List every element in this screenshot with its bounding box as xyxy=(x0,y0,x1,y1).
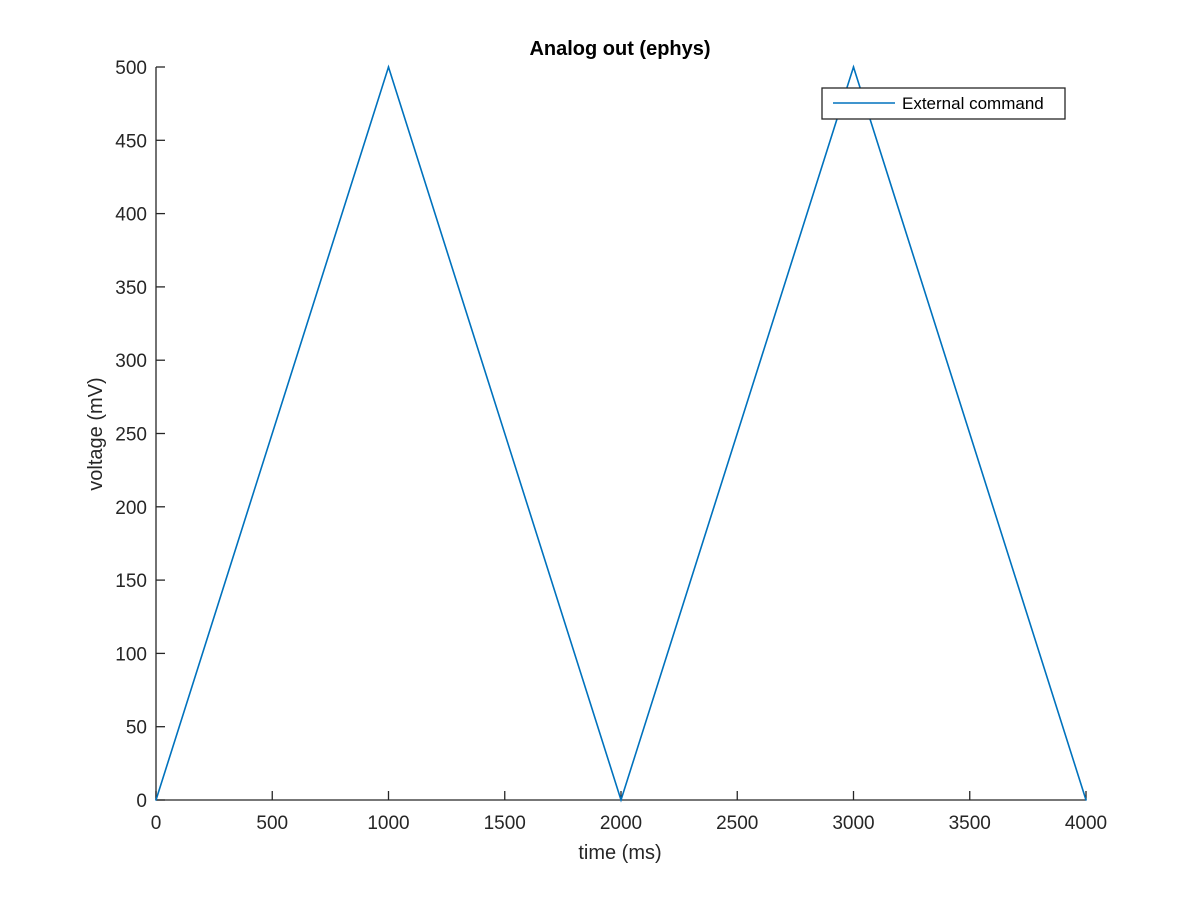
y-tick-label: 150 xyxy=(115,571,147,592)
y-tick-label: 450 xyxy=(115,131,147,152)
y-tick-label: 100 xyxy=(115,644,147,665)
x-tick-label: 3500 xyxy=(949,813,991,834)
y-tick-label: 50 xyxy=(126,718,147,739)
y-tick-label: 0 xyxy=(136,791,147,812)
x-tick-label: 500 xyxy=(256,813,288,834)
data-point xyxy=(852,66,855,68)
series-layer xyxy=(155,64,1087,803)
y-tick-label: 200 xyxy=(115,498,147,519)
x-axis-label: time (ms) xyxy=(578,842,661,864)
x-tick-label: 2000 xyxy=(600,813,642,834)
y-tick-label: 300 xyxy=(115,351,147,372)
data-point xyxy=(387,66,390,68)
x-tick-label: 2500 xyxy=(716,813,758,834)
y-axis-label: voltage (mV) xyxy=(85,377,107,490)
legend: External command xyxy=(821,87,1066,120)
y-tick-label: 350 xyxy=(115,278,147,299)
data-point xyxy=(1085,799,1087,801)
x-tick-label: 1500 xyxy=(484,813,526,834)
data-point xyxy=(155,799,157,801)
data-point xyxy=(620,799,622,801)
x-tick-label: 3000 xyxy=(832,813,874,834)
y-tick-label: 250 xyxy=(115,425,147,446)
chart-title: Analog out (ephys) xyxy=(529,38,710,60)
y-axis-ticks: 0 50 100 150 200 250 300 350 400 450 500 xyxy=(115,58,165,812)
x-axis-ticks: 0 500 1000 1500 2000 2500 3000 3500 4000 xyxy=(151,791,1107,834)
y-tick-label: 400 xyxy=(115,205,147,226)
x-tick-label: 1000 xyxy=(367,813,409,834)
x-tick-label: 4000 xyxy=(1065,813,1107,834)
x-tick-label: 0 xyxy=(151,813,162,834)
legend-entry-label: External command xyxy=(902,94,1044,113)
y-tick-label: 500 xyxy=(115,58,147,79)
